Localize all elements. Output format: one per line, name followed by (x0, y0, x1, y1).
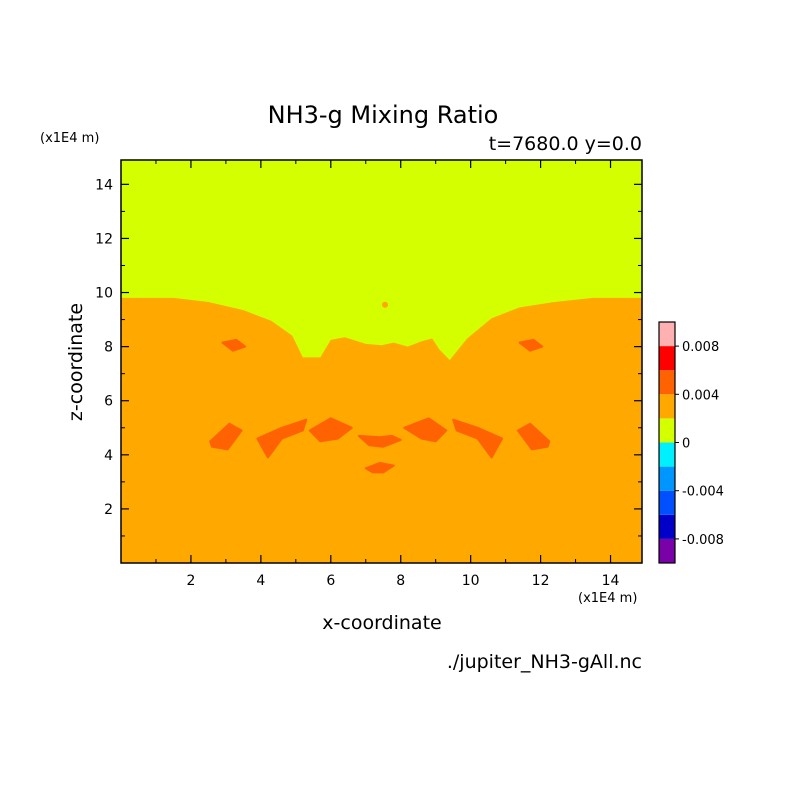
y-tick-label: 2 (104, 502, 113, 518)
x-tick-label: 12 (532, 573, 550, 589)
chart-subtitle: t=7680.0 y=0.0 (489, 133, 642, 155)
x-axis: 2 4 6 8 10 12 14 (155, 160, 620, 589)
colorbar-tick-label: -0.008 (682, 533, 724, 548)
colorbar-tick-label: 0.008 (682, 340, 719, 355)
colorbar-tick-label: 0 (682, 437, 690, 452)
contour-cell (364, 461, 395, 474)
contour-cell (518, 338, 544, 352)
contour-fill (121, 160, 642, 563)
contour-cell (452, 418, 504, 459)
y-axis: 2 4 6 8 10 12 14 (95, 177, 642, 537)
x-tick-label: 2 (186, 573, 195, 589)
colorbar-swatch (659, 514, 675, 539)
contour-dot (381, 301, 388, 308)
contour-cell (209, 422, 243, 451)
y-tick-label: 10 (95, 286, 113, 302)
y-axis-label: z-coordinate (65, 303, 87, 421)
x-tick-label: 4 (256, 573, 265, 589)
colorbar-swatch (659, 538, 675, 563)
colorbar-swatch (659, 490, 675, 515)
chart-title: NH3-g Mixing Ratio (268, 101, 499, 129)
contour-cell (516, 422, 551, 451)
contour-cell (403, 417, 448, 443)
colorbar-tick-label: -0.004 (682, 485, 724, 500)
colorbar-tick-label: 0.004 (682, 388, 719, 403)
x-tick-label: 8 (396, 573, 405, 589)
source-file-label: ./jupiter_NH3-gAll.nc (447, 651, 642, 673)
lower-region (121, 297, 642, 563)
colorbar-swatch (659, 346, 675, 371)
y-tick-label: 8 (104, 340, 113, 356)
colorbar-swatch (659, 322, 675, 347)
z-unit-label: (x1E4 m) (40, 131, 99, 146)
colorbar-swatch (659, 466, 675, 491)
colorbar: 0.008 0.004 0 -0.004 -0.008 (658, 321, 724, 564)
y-tick-label: 4 (104, 448, 113, 464)
y-tick-label: 14 (95, 177, 113, 193)
x-tick-label: 10 (462, 573, 480, 589)
contour-cell (308, 417, 353, 443)
colorbar-swatch (659, 418, 675, 443)
y-tick-label: 12 (95, 231, 113, 247)
x-tick-label: 6 (326, 573, 335, 589)
x-unit-label: (x1E4 m) (578, 591, 637, 606)
contour-cell (357, 434, 402, 448)
colorbar-swatch (659, 394, 675, 419)
colorbar-swatch (659, 442, 675, 467)
colorbar-swatch (659, 370, 675, 395)
contour-cell (221, 338, 247, 352)
y-tick-label: 6 (104, 394, 113, 410)
x-tick-label: 14 (602, 573, 620, 589)
plot-frame (120, 159, 643, 564)
x-axis-label: x-coordinate (322, 612, 441, 634)
contour-cell (256, 418, 308, 459)
